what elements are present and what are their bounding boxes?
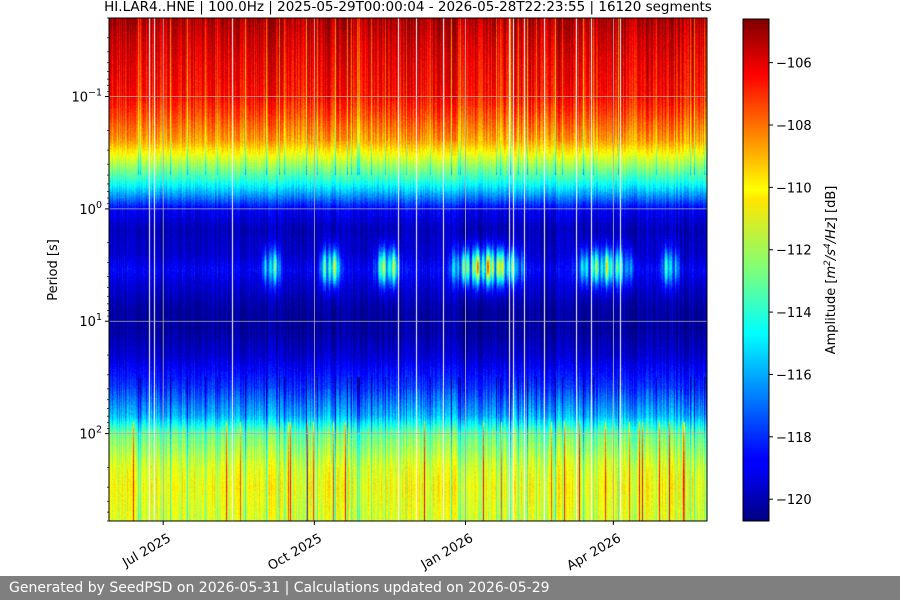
colorbar-tick-label: −110 (776, 181, 812, 196)
y-tick-label: 101 (79, 312, 102, 330)
colorbar-tick-label: −106 (776, 57, 812, 72)
x-tick-label: Apr 2026 (565, 531, 624, 574)
colorbar: −106 −108 −110 −112 −114 −116 −118 −120 Amplitu… (742, 18, 839, 522)
y-tick-label: 102 (79, 425, 102, 443)
colorbar-tick-label: −112 (776, 244, 812, 259)
colorbar-tick-label: −116 (776, 368, 812, 383)
x-tick-label: Jan 2026 (418, 531, 476, 573)
y-tick-label: 100 (79, 200, 102, 218)
colorbar-frame (742, 18, 770, 522)
y-axis-label: Period [s] (46, 239, 61, 301)
x-axis: Jul 2025 Oct 2025 Jan 2026 Apr 2026 (119, 521, 624, 574)
colorbar-label: Amplitude [m2/s4/Hz] [dB] (823, 186, 839, 355)
chart-title: HI.LAR4..HNE | 100.0Hz | 2025-05-29T00:0… (104, 0, 712, 15)
colorbar-tick-label: −108 (776, 119, 812, 134)
footer-text: Generated by SeedPSD on 2026-05-31 | Cal… (9, 580, 550, 596)
heatmap-image (109, 18, 707, 521)
plot-frame (108, 17, 708, 522)
y-tick-label: 10−1 (71, 88, 102, 106)
footer-bar: Generated by SeedPSD on 2026-05-31 | Cal… (0, 576, 900, 600)
colorbar-ticks: −106 −108 −110 −112 −114 −116 −118 −120 (769, 57, 812, 508)
colorbar-tick-label: −114 (776, 306, 812, 321)
y-axis: 10−1 100 101 102 (71, 17, 109, 522)
x-tick-label: Jul 2025 (119, 531, 173, 571)
colorbar-tick-label: −120 (776, 493, 812, 508)
grid-lines (109, 18, 707, 521)
x-tick-label: Oct 2025 (266, 531, 325, 574)
colorbar-tick-label: −118 (776, 431, 812, 446)
colorbar-gradient (743, 19, 769, 521)
